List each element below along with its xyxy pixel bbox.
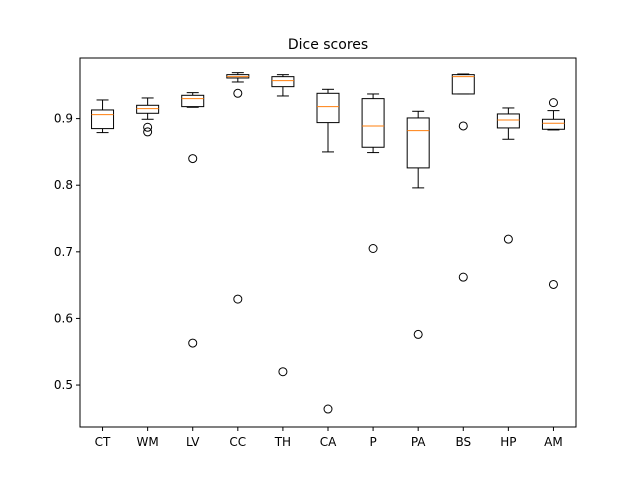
box-group-am xyxy=(541,98,565,289)
axes: CT WM LV CC TH CA P PA BS HP AM 0.5 0.6 0.7 0.8 0.9 xyxy=(54,112,563,449)
box-iqr xyxy=(181,94,205,108)
chart-title: Dice scores xyxy=(288,37,368,53)
box-group-th xyxy=(271,74,295,377)
box-group-lv xyxy=(181,92,205,348)
box-iqr xyxy=(496,113,520,129)
y-tick-label: 0.6 xyxy=(54,311,73,325)
x-tick-label: WM xyxy=(137,435,159,449)
x-tick-label: LV xyxy=(186,435,200,449)
box-iqr xyxy=(451,74,475,95)
box-iqr xyxy=(91,109,115,130)
box-iqr xyxy=(136,104,160,114)
flier-point xyxy=(458,272,468,282)
flier-point xyxy=(548,98,558,108)
box-group-pa xyxy=(406,110,430,339)
box-group-ca xyxy=(316,88,340,414)
box-iqr xyxy=(541,118,565,130)
x-tick-label: CT xyxy=(95,435,111,449)
x-tick-label: CC xyxy=(229,435,246,449)
flier-point xyxy=(143,122,153,132)
x-tick-label: BS xyxy=(455,435,471,449)
y-tick-label: 0.9 xyxy=(54,112,73,126)
flier-point xyxy=(233,294,243,304)
flier-point xyxy=(188,154,198,164)
box-iqr xyxy=(361,98,385,148)
x-tick-label: CA xyxy=(320,435,337,449)
box-group-cc xyxy=(226,72,250,304)
flier-point xyxy=(548,279,558,289)
box-group-bs xyxy=(451,73,475,282)
x-tick-label: HP xyxy=(500,435,516,449)
box-group-ct xyxy=(91,99,115,134)
plot-area xyxy=(91,72,565,414)
flier-point xyxy=(188,338,198,348)
flier-point xyxy=(233,88,243,98)
y-tick-label: 0.5 xyxy=(54,378,73,392)
flier-point xyxy=(458,121,468,131)
flier-point xyxy=(278,367,288,377)
x-tick-label: PA xyxy=(411,435,426,449)
y-tick-label: 0.7 xyxy=(54,245,73,259)
box-group-wm xyxy=(136,97,160,137)
box-iqr xyxy=(406,117,430,169)
flier-point xyxy=(323,404,333,414)
flier-point xyxy=(413,329,423,339)
box-iqr xyxy=(316,92,340,124)
box-iqr xyxy=(271,76,295,88)
box-group-hp xyxy=(496,107,520,244)
flier-point xyxy=(368,243,378,253)
box-group-p xyxy=(361,93,385,253)
x-tick-label: AM xyxy=(544,435,563,449)
x-tick-label: TH xyxy=(274,435,291,449)
flier-point xyxy=(503,234,513,244)
flier-point xyxy=(143,127,153,137)
y-tick-label: 0.8 xyxy=(54,178,73,192)
x-tick-label: P xyxy=(369,435,376,449)
